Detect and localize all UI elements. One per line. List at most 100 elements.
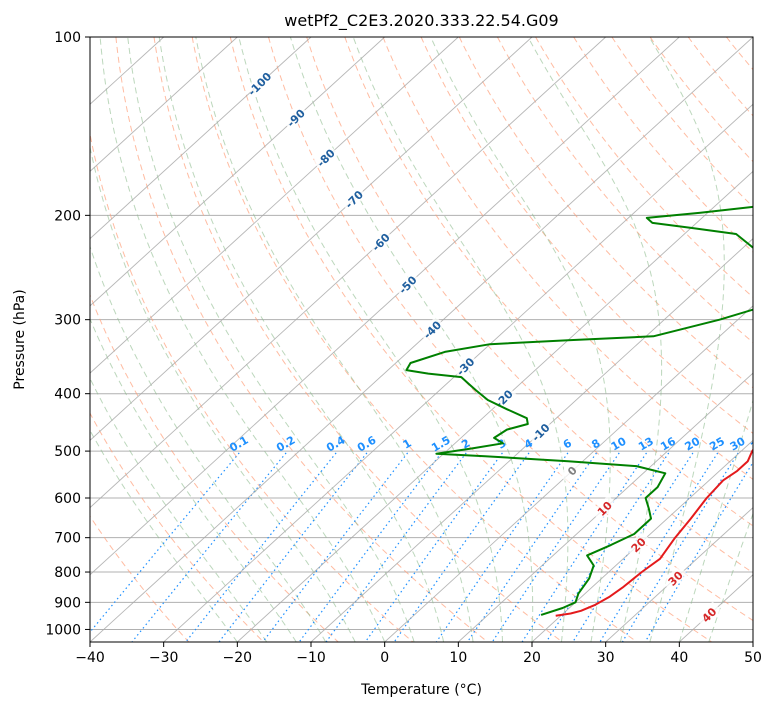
mixing-ratio-line-25: [599, 452, 719, 642]
sounding-profiles: [405, 205, 753, 617]
x-tick-label: −40: [75, 650, 105, 666]
isotherm-label-bg: [418, 316, 445, 343]
isotherm-label-bg: [527, 418, 554, 446]
moist-adiabat--8: [90, 244, 327, 642]
isotherm-label-bg: [695, 601, 722, 628]
y-tick-label: 400: [54, 387, 81, 403]
plot-frame: [89, 36, 754, 643]
y-tick-label: 800: [54, 565, 81, 581]
dry-adiabat-90: [420, 37, 753, 435]
mixing-ratio-line-13: [521, 452, 647, 642]
mixing-ratio-line-36: [644, 461, 753, 642]
y-tick-label: 500: [54, 444, 81, 460]
y-tick-label: 200: [54, 208, 81, 224]
isotherm--40: [90, 37, 753, 642]
isotherm-lines: [90, 37, 753, 642]
x-tick-label: 10: [449, 650, 467, 666]
y-tick-label: 300: [54, 313, 81, 329]
x-tick-label: −30: [149, 650, 179, 666]
isotherm--100: [90, 37, 312, 240]
isotherm-label-bg: [394, 271, 421, 298]
isotherm--50: [90, 37, 680, 576]
isotherm-0: [384, 305, 753, 642]
isotherm--70: [90, 37, 533, 441]
x-tick-label: 30: [597, 650, 615, 666]
isotherm-label-bg: [246, 70, 273, 97]
moist-adiabat--16: [90, 377, 268, 642]
y-tick-label: 100: [54, 30, 81, 46]
isotherm--90: [90, 37, 386, 307]
x-tick-label: −20: [223, 650, 253, 666]
x-axis-label: Temperature (°C): [360, 682, 482, 698]
moist-adiabat-12: [195, 37, 474, 642]
isotherm-label-bg: [558, 457, 585, 484]
y-tick-label: 600: [54, 491, 81, 507]
x-tick-label: 40: [670, 650, 688, 666]
x-tick-label: 50: [744, 650, 762, 666]
axes-frame: [89, 36, 754, 643]
mixing-ratio-line-3: [364, 452, 503, 642]
x-tick-label: 20: [523, 650, 541, 666]
moist-adiabat--12: [90, 317, 297, 642]
isotherm-30: [605, 506, 753, 642]
dry-adiabat--10: [90, 293, 339, 642]
dry-adiabat-30: [191, 37, 638, 642]
isotherm--30: [163, 103, 753, 642]
moist-adiabat-36: [648, 37, 725, 642]
isotherm-label-bg: [282, 104, 309, 131]
dry-adiabats: [90, 37, 775, 642]
isotherm-label-bg: [452, 353, 479, 380]
dry-adiabat-70: [344, 37, 753, 527]
moist-adiabat-4: [127, 37, 415, 642]
isotherm-label-bg: [661, 564, 689, 592]
mixing-ratio-line-0.2: [131, 452, 287, 642]
isotherm-10: [457, 372, 753, 642]
dry-adiabat-130: [573, 37, 753, 253]
moist-adiabat-8: [158, 37, 445, 642]
isotherm-label-bg: [624, 531, 652, 558]
dry-adiabat-80: [382, 37, 753, 481]
x-axis-ticks: −40 −30 −20 −10 0 10 20 30 40 50: [75, 642, 762, 666]
moist-adiabat-0: [99, 37, 386, 642]
dry-adiabat-60: [306, 37, 753, 574]
moist-adiabat-16: [238, 37, 503, 642]
moist-adiabat-40: [678, 398, 753, 642]
y-tick-label: 700: [54, 531, 81, 547]
dewpoint-profile: [405, 205, 753, 616]
dry-adiabat-40: [229, 37, 712, 642]
dry-adiabat-20: [153, 37, 563, 642]
y-tick-label: 900: [54, 595, 81, 611]
mixing-ratio-label: 36: [748, 434, 768, 453]
isotherm-label-bg: [340, 185, 367, 213]
isotherm-label-bg: [591, 495, 618, 522]
moist-adiabat--20: [90, 429, 238, 642]
isotherm-label-bg: [312, 144, 339, 171]
x-tick-label: 0: [380, 650, 389, 666]
temperature-profile: [555, 448, 753, 617]
mixing-ratio-line-4: [393, 452, 530, 642]
dry-adiabat-120: [535, 37, 753, 298]
mixing-ratio-line-10: [491, 452, 620, 642]
mixing-ratio-line-0.1: [90, 452, 240, 633]
chart-title: wetPf2_C2E3.2020.333.22.54.G09: [284, 11, 558, 31]
y-axis-ticks: 100 200 300 400 500 600 700 800 900 1000: [45, 30, 90, 638]
moist-adiabat--4: [90, 144, 356, 642]
isotherm--60: [90, 37, 607, 509]
mixing-ratio-line-2: [325, 452, 467, 642]
isotherm--10: [310, 238, 753, 642]
dry-adiabat-10: [115, 37, 488, 642]
moist-adiabat-44: [708, 512, 753, 642]
y-tick-label: 1000: [45, 622, 81, 638]
isotherm-50: [752, 641, 753, 642]
moist-adiabats: [90, 37, 753, 642]
dry-adiabat-180: [765, 37, 775, 642]
dry-adiabat--30: [90, 515, 190, 642]
dry-adiabat-0: [90, 131, 414, 642]
dry-adiabat--20: [90, 412, 264, 642]
y-axis-label: Pressure (hPa): [12, 289, 28, 389]
mixing-ratio-line-1: [262, 452, 409, 642]
isotherm-label-bg: [367, 228, 394, 255]
moist-adiabat-24: [352, 37, 569, 642]
isotherm--80: [90, 37, 459, 374]
